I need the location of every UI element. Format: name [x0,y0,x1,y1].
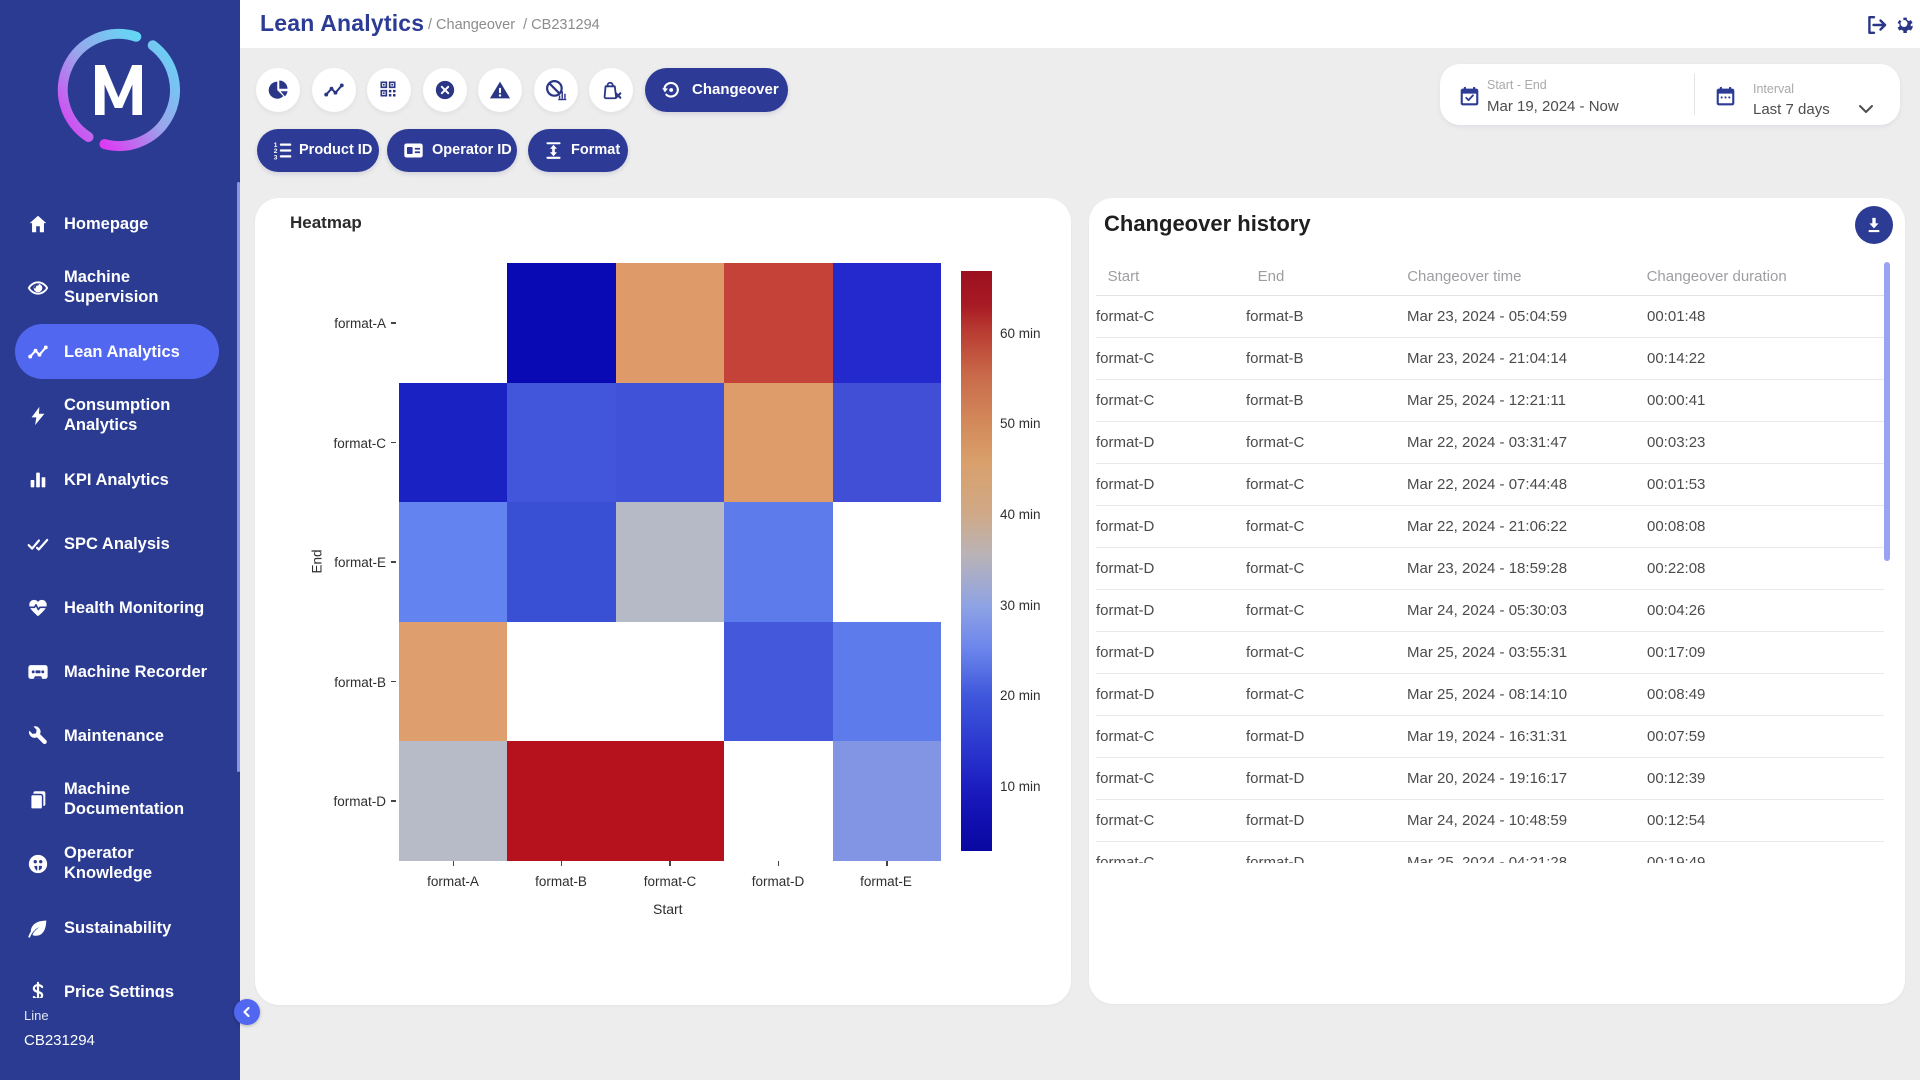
svg-text:1: 1 [274,142,278,149]
svg-text:3: 3 [274,154,278,161]
svg-text:2: 2 [274,148,278,155]
